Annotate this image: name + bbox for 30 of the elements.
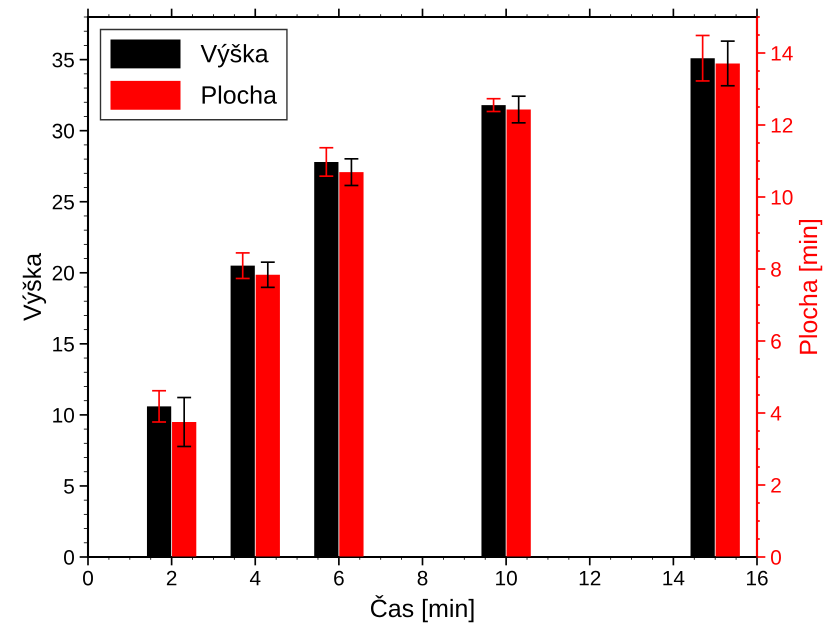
y-tick-label: 25 [52, 194, 74, 210]
y2-tick-label: 0 [771, 550, 781, 565]
y-axis-title: Výška [22, 252, 46, 321]
x-tick-label: 14 [663, 570, 684, 586]
y2-tick-label: 2 [771, 478, 781, 493]
x-tick-label: 6 [334, 570, 344, 586]
y2-tick-label: 14 [772, 46, 793, 61]
legend-label: Výška [200, 44, 269, 68]
y2-tick-label: 8 [771, 262, 781, 277]
x-tick-label: 10 [496, 570, 517, 586]
y-tick-label: 5 [64, 479, 74, 494]
y2-tick-label: 10 [772, 190, 793, 205]
y2-tick-label: 4 [770, 406, 782, 421]
x-tick-label: 12 [580, 570, 600, 586]
y-tick-label: 0 [64, 550, 74, 565]
y-tick-label: 20 [52, 266, 74, 281]
x-axis-title: Čas [min] [370, 595, 474, 622]
x-tick-label: 16 [747, 570, 768, 586]
x-tick-label: 4 [250, 570, 260, 586]
legend-label: Plocha [202, 86, 277, 104]
y-tick-label: 10 [53, 408, 74, 423]
y2-tick-label: 12 [772, 118, 792, 133]
y-tick-label: 35 [52, 52, 74, 68]
y2-tick-label: 6 [771, 334, 781, 349]
y-tick-label: 30 [52, 124, 74, 138]
x-tick-label: 2 [166, 570, 176, 586]
x-tick-label: 8 [418, 570, 428, 586]
x-tick-label: 0 [83, 570, 93, 586]
y-tick-label: 15 [53, 337, 74, 352]
y2-axis-title: Plocha [min] [798, 220, 822, 354]
